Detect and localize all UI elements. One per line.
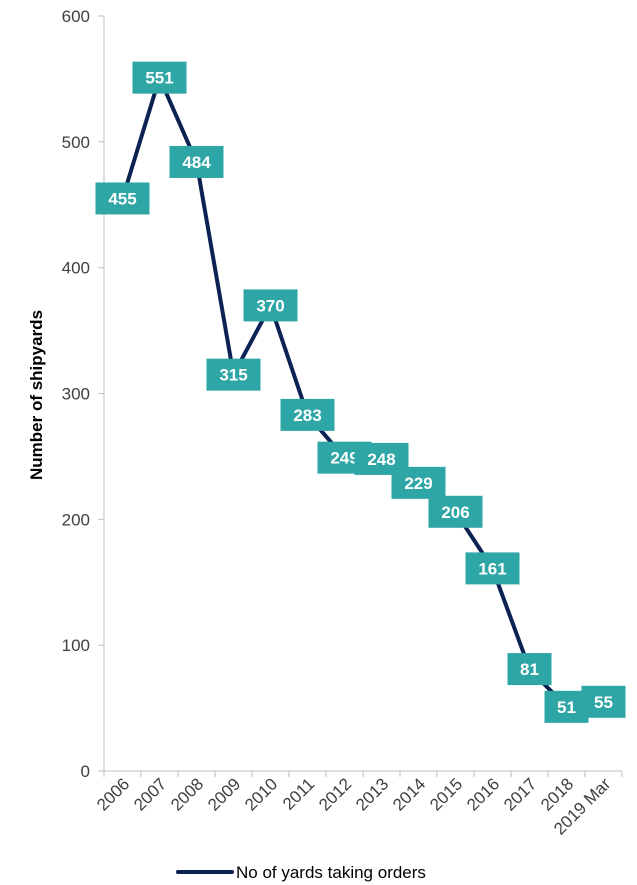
- data-label-box: [95, 182, 150, 215]
- data-label: 455: [95, 182, 150, 215]
- data-label-box: [428, 495, 483, 528]
- data-label-box: [544, 690, 589, 723]
- data-label-text: 248: [367, 450, 395, 469]
- y-tick-label: 100: [62, 636, 90, 655]
- x-tick-label: 2006: [93, 774, 133, 814]
- y-tick-label: 0: [81, 762, 90, 781]
- y-axis: 0 100 200 300 400 500 600: [62, 7, 105, 781]
- data-label: 229: [391, 466, 446, 499]
- data-label-text: 283: [293, 406, 321, 425]
- data-label-box: [206, 358, 261, 391]
- data-label-text: 249: [330, 449, 358, 468]
- data-label-box: [132, 61, 187, 94]
- data-label-box: [243, 289, 298, 322]
- data-label-text: 315: [219, 366, 247, 385]
- data-label: 315: [206, 358, 261, 391]
- data-label-box: [391, 466, 446, 499]
- data-label: 81: [507, 653, 552, 686]
- x-axis: 2006200720082009201020112012201320142015…: [93, 770, 623, 839]
- x-tick-label: 2013: [352, 774, 392, 814]
- data-label: 55: [581, 685, 626, 718]
- data-label: 51: [544, 690, 589, 723]
- data-label: 370: [243, 289, 298, 322]
- x-tick-label: 2016: [463, 774, 503, 814]
- x-tick-label: 2008: [167, 774, 207, 814]
- x-tick-label: 2007: [130, 774, 170, 814]
- x-tick-label: 2017: [500, 774, 540, 814]
- x-tick-label: 2012: [315, 774, 355, 814]
- y-tick-label: 400: [62, 259, 90, 278]
- data-label-box: [507, 653, 552, 686]
- data-label-box: [581, 685, 626, 718]
- data-label-text: 551: [145, 69, 173, 88]
- data-label-text: 455: [108, 189, 136, 208]
- y-axis-title: Number of shipyards: [27, 310, 46, 480]
- data-label: 161: [465, 552, 520, 585]
- data-label-text: 51: [557, 698, 576, 717]
- y-tick-label: 200: [62, 510, 90, 529]
- data-label-text: 81: [520, 660, 539, 679]
- data-label-box: [280, 398, 335, 431]
- data-label-text: 484: [182, 153, 211, 172]
- data-label-text: 161: [478, 559, 506, 578]
- data-label-text: 370: [256, 296, 284, 315]
- legend-label: No of yards taking orders: [236, 863, 426, 882]
- data-label-box: [169, 145, 224, 178]
- x-tick-label: 2014: [389, 774, 429, 814]
- data-label-text: 206: [441, 503, 469, 522]
- data-label: 283: [280, 398, 335, 431]
- y-tick-label: 500: [62, 133, 90, 152]
- data-label-box: [465, 552, 520, 585]
- x-tick-label: 2009: [204, 774, 244, 814]
- data-label-text: 229: [404, 474, 432, 493]
- data-label: 551: [132, 61, 187, 94]
- legend: No of yards taking orders: [176, 863, 426, 882]
- x-tick-label: 2010: [241, 774, 281, 814]
- data-labels-group: 455 551 484 315 370 283 249 248 229 206 161 81 51 55: [95, 61, 626, 723]
- x-tick-label: 2015: [426, 774, 466, 814]
- data-label: 484: [169, 145, 224, 178]
- data-label: 206: [428, 495, 483, 528]
- y-tick-label: 300: [62, 385, 90, 404]
- x-tick-label: 2011: [279, 774, 318, 813]
- data-label-text: 55: [594, 693, 613, 712]
- y-tick-label: 600: [62, 7, 90, 26]
